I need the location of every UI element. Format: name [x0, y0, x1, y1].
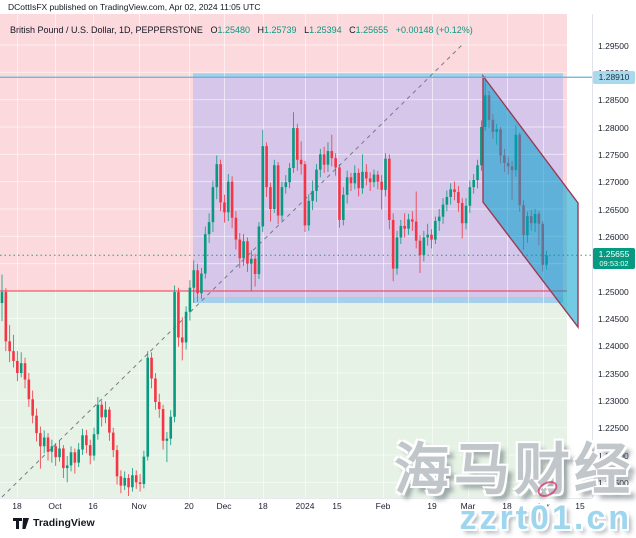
price-tick-label: 1.23500: [598, 368, 629, 379]
price-tick-label: 1.22000: [598, 450, 629, 461]
ohlc-high-label: H: [257, 25, 265, 35]
bar-countdown: 09:53:02: [599, 259, 629, 268]
price-tick-label: 1.28000: [598, 122, 629, 133]
time-tick-label: Oct: [48, 501, 62, 511]
price-tick-label: 1.25000: [598, 286, 629, 297]
time-tick-label: Feb: [375, 501, 391, 511]
time-tick-label: Mar: [460, 501, 476, 511]
watermark-chinese: 海马财经: [394, 438, 634, 501]
price-tick-label: 1.28500: [598, 95, 629, 106]
time-tick-label: Nov: [131, 501, 147, 511]
price-tick-label: 1.21500: [598, 477, 629, 488]
time-tick-label: 16: [88, 501, 98, 511]
price-tick-label: 1.24000: [598, 341, 629, 352]
time-tick-label: 18: [258, 501, 268, 511]
ohlc-low-value: 1.25394: [309, 25, 342, 35]
price-tick-label: 1.23000: [598, 395, 629, 406]
price-tick-label: 1.24500: [598, 313, 629, 324]
watermark-url: zzrt01.cn: [459, 499, 632, 537]
last-price-tag: 1.25655 09:53:02: [593, 248, 635, 269]
ohlc-close-label: C: [349, 25, 356, 35]
tradingview-logo-icon: [13, 517, 29, 529]
ohlc-high-value: 1.25739: [264, 25, 297, 35]
time-tick-label: 18: [502, 501, 512, 511]
price-tick-label: 1.22500: [598, 423, 629, 434]
time-tick-label: Dec: [216, 501, 232, 511]
attribution-text: DCottIsFX published on TradingView.com, …: [8, 2, 261, 12]
horizontal-level-price-tag[interactable]: 1.28910: [593, 71, 635, 84]
tradingview-logo[interactable]: TradingView: [13, 517, 95, 529]
time-tick-label: Apr: [536, 501, 550, 511]
time-tick-label: 20: [184, 501, 194, 511]
time-tick-label: 2024: [295, 501, 315, 511]
change-value: +0.00148 (+0.12%): [395, 25, 473, 35]
symbol-legend[interactable]: British Pound / U.S. Dollar, 1D, PEPPERS…: [10, 25, 473, 35]
price-tick-label: 1.26500: [598, 204, 629, 215]
last-price-value: 1.25655: [598, 249, 630, 259]
ohlc-low-label: L: [304, 25, 310, 35]
price-tick-label: 1.26000: [598, 231, 629, 242]
time-axis[interactable]: [0, 498, 592, 517]
time-tick-label: 15: [332, 501, 342, 511]
ohlc-close-value: 1.25655: [355, 25, 389, 35]
tradingview-logo-text: TradingView: [33, 517, 95, 529]
ohlc-open-value: 1.25480: [217, 25, 250, 35]
time-tick-label: 19: [427, 501, 437, 511]
time-tick-label: 18: [12, 501, 22, 511]
price-tick-label: 1.29500: [598, 40, 629, 51]
time-tick-label: 15: [575, 501, 585, 511]
price-tick-label: 1.27000: [598, 177, 629, 188]
price-tick-label: 1.27500: [598, 149, 629, 160]
ohlc-open-label: O: [210, 25, 218, 35]
symbol-title: British Pound / U.S. Dollar, 1D, PEPPERS…: [10, 25, 203, 35]
